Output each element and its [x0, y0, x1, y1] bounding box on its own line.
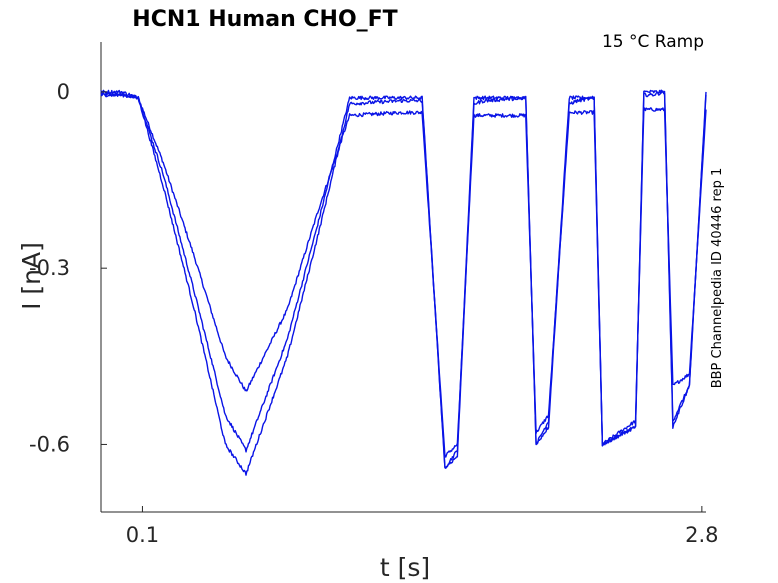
y-tick-label: 0 — [57, 80, 70, 104]
y-tick-label: -0.6 — [29, 432, 70, 456]
y-axis-label: I [nA] — [17, 242, 46, 310]
x-tick-label: 2.8 — [685, 523, 718, 547]
current-trace-3 — [100, 90, 707, 476]
x-ticks: 0.1 2.8 — [126, 506, 719, 547]
x-tick-label: 0.1 — [126, 523, 159, 547]
current-trace-2 — [100, 89, 707, 469]
channelpedia-id-label: BBP Channelpedia ID 40446 rep 1 — [710, 168, 725, 389]
current-trace-1 — [100, 92, 707, 458]
y-tick-label: -0.3 — [29, 256, 70, 280]
traces — [100, 89, 707, 476]
chart-title: HCN1 Human CHO_FT — [132, 7, 397, 32]
x-axis-label: t [s] — [380, 553, 430, 582]
temperature-protocol-annotation: 15 °C Ramp — [602, 32, 704, 52]
axes — [100, 42, 706, 513]
y-ticks: 0 -0.3 -0.6 — [29, 80, 107, 456]
